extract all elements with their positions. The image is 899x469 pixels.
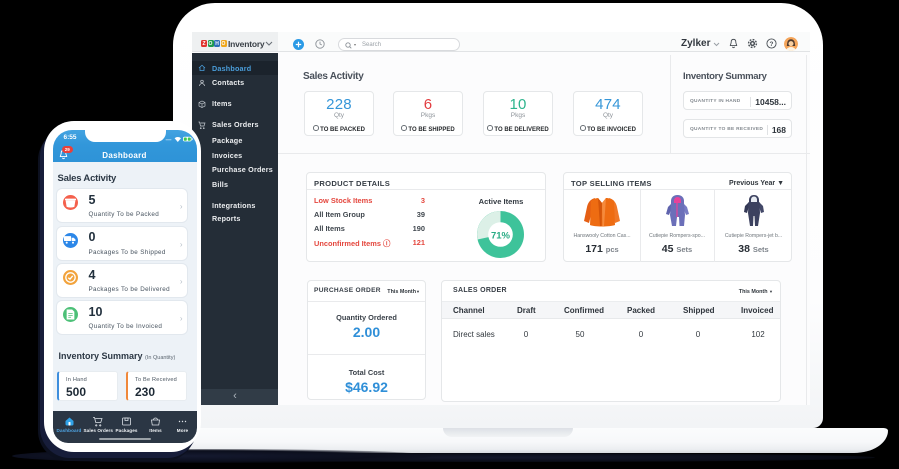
svg-text:?: ? xyxy=(770,41,774,48)
svg-text:71%: 71% xyxy=(491,230,511,241)
